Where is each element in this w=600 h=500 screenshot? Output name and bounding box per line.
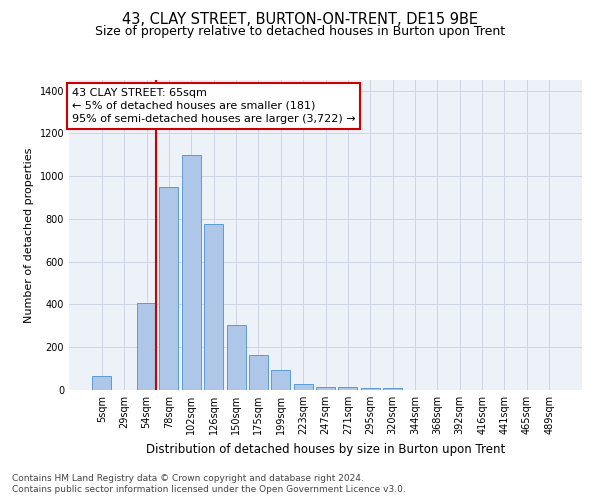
Bar: [137, 304, 156, 390]
Bar: [338, 387, 358, 390]
Bar: [182, 155, 201, 390]
Bar: [204, 224, 223, 390]
Y-axis label: Number of detached properties: Number of detached properties: [24, 148, 34, 322]
Bar: [227, 325, 245, 390]
Text: Size of property relative to detached houses in Burton upon Trent: Size of property relative to detached ho…: [95, 25, 505, 38]
Bar: [92, 376, 112, 390]
Bar: [160, 187, 178, 390]
Text: Contains public sector information licensed under the Open Government Licence v3: Contains public sector information licen…: [12, 485, 406, 494]
Text: Contains HM Land Registry data © Crown copyright and database right 2024.: Contains HM Land Registry data © Crown c…: [12, 474, 364, 483]
Bar: [293, 384, 313, 390]
Text: 43, CLAY STREET, BURTON-ON-TRENT, DE15 9BE: 43, CLAY STREET, BURTON-ON-TRENT, DE15 9…: [122, 12, 478, 28]
Bar: [361, 388, 380, 390]
Bar: [271, 370, 290, 390]
Bar: [316, 387, 335, 390]
Bar: [383, 388, 402, 390]
Bar: [249, 354, 268, 390]
X-axis label: Distribution of detached houses by size in Burton upon Trent: Distribution of detached houses by size …: [146, 442, 505, 456]
Text: 43 CLAY STREET: 65sqm
← 5% of detached houses are smaller (181)
95% of semi-deta: 43 CLAY STREET: 65sqm ← 5% of detached h…: [71, 88, 355, 124]
